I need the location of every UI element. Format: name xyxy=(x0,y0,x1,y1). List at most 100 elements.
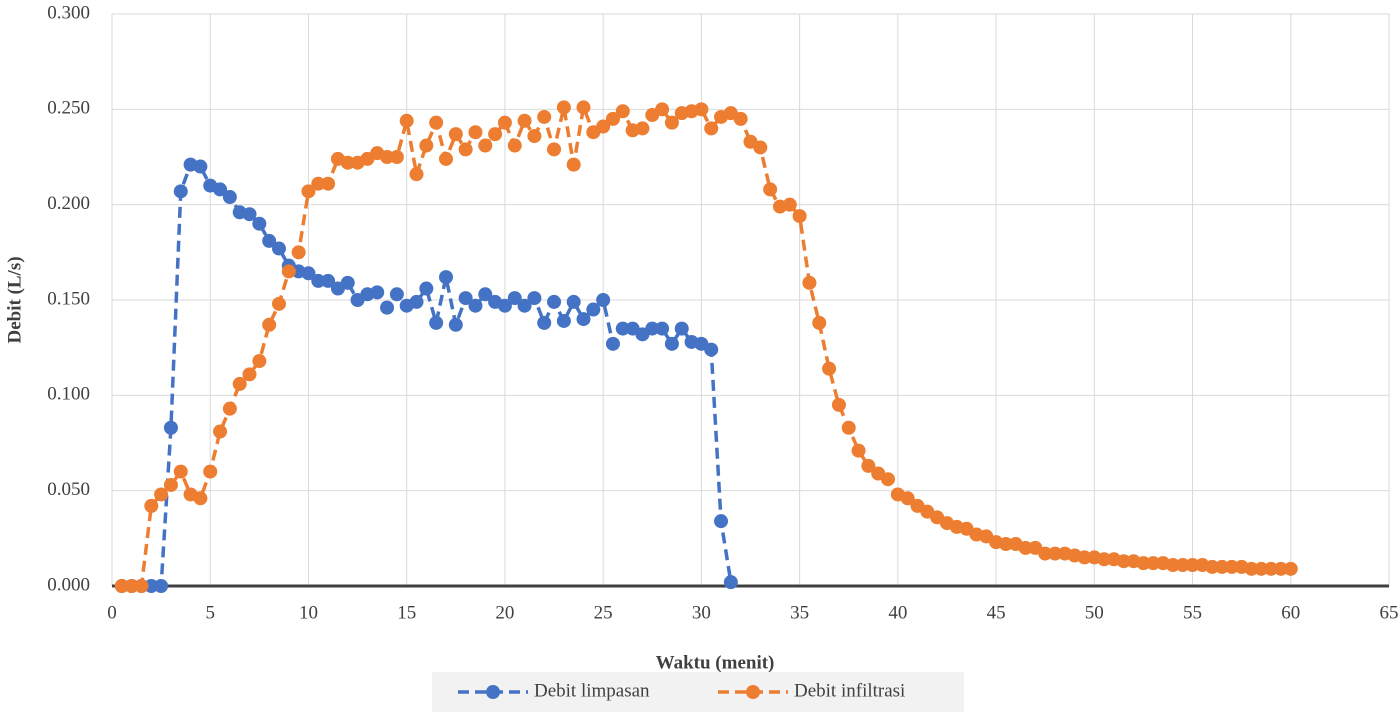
data-point xyxy=(311,273,326,288)
data-point xyxy=(281,264,296,279)
data-point xyxy=(497,115,512,130)
data-point xyxy=(321,273,336,288)
data-point xyxy=(615,321,630,336)
data-point xyxy=(458,291,473,306)
data-point xyxy=(252,216,267,231)
data-point xyxy=(527,129,542,144)
data-point xyxy=(517,113,532,128)
data-point xyxy=(1077,550,1092,565)
y-tick-label: 0.100 xyxy=(47,384,90,405)
data-point xyxy=(1048,546,1063,561)
data-point xyxy=(831,397,846,412)
data-point xyxy=(615,104,630,119)
data-point xyxy=(468,298,483,313)
x-tick-label: 60 xyxy=(1281,602,1300,623)
data-point xyxy=(252,354,267,369)
data-point xyxy=(566,294,581,309)
data-point xyxy=(1136,556,1151,571)
y-tick-label: 0.050 xyxy=(47,479,90,500)
data-point xyxy=(242,207,257,222)
data-point xyxy=(655,321,670,336)
data-point xyxy=(193,491,208,506)
x-tick-label: 30 xyxy=(692,602,711,623)
legend-label: Debit limpasan xyxy=(534,680,650,701)
data-point xyxy=(173,184,188,199)
data-point xyxy=(517,298,532,313)
data-point xyxy=(311,176,326,191)
data-point xyxy=(114,579,129,593)
data-point xyxy=(1205,559,1220,574)
y-tick-label: 0.200 xyxy=(47,193,90,214)
y-tick-label: 0.250 xyxy=(47,98,90,119)
data-point xyxy=(733,111,748,126)
data-point xyxy=(782,197,797,212)
legend-box xyxy=(432,672,964,712)
data-point xyxy=(812,315,827,330)
data-point xyxy=(124,579,139,593)
data-point xyxy=(222,190,237,205)
data-point xyxy=(409,294,424,309)
data-point xyxy=(478,287,493,302)
data-point xyxy=(1116,554,1131,569)
data-point xyxy=(1146,556,1161,571)
data-point xyxy=(448,317,463,332)
data-point xyxy=(1244,561,1259,576)
x-tick-label: 5 xyxy=(205,602,215,623)
data-point xyxy=(134,579,149,593)
data-point xyxy=(861,458,876,473)
data-point xyxy=(704,121,719,136)
x-tick-label: 65 xyxy=(1380,602,1399,623)
data-point xyxy=(1283,561,1298,576)
data-point xyxy=(576,312,591,327)
data-point xyxy=(370,285,385,300)
data-point xyxy=(1224,559,1239,574)
data-point xyxy=(1097,552,1112,567)
x-tick-label: 45 xyxy=(987,602,1006,623)
x-tick-label: 10 xyxy=(299,602,318,623)
data-point xyxy=(527,291,542,306)
data-point xyxy=(1254,561,1269,576)
data-point xyxy=(537,109,552,124)
data-point xyxy=(222,401,237,416)
x-tick-label: 40 xyxy=(888,602,907,623)
data-point xyxy=(547,142,562,157)
data-point xyxy=(566,157,581,172)
data-point xyxy=(193,159,208,174)
data-point xyxy=(596,293,611,307)
data-point xyxy=(340,155,355,170)
data-point xyxy=(389,150,404,164)
legend-marker xyxy=(486,685,500,699)
data-point xyxy=(841,420,856,435)
data-point xyxy=(645,321,660,336)
data-point xyxy=(714,514,729,529)
x-axis-title: Waktu (menit) xyxy=(656,652,775,673)
x-tick-label: 15 xyxy=(397,602,416,623)
data-point xyxy=(291,245,306,260)
data-point xyxy=(537,315,552,330)
data-point xyxy=(262,233,277,248)
data-point xyxy=(704,342,719,357)
x-tick-label: 55 xyxy=(1183,602,1202,623)
data-point xyxy=(429,115,444,130)
data-point xyxy=(380,300,395,315)
data-point xyxy=(792,209,807,224)
data-point xyxy=(340,275,355,290)
data-point xyxy=(301,266,316,281)
data-point xyxy=(232,376,247,391)
y-tick-label: 0.000 xyxy=(47,574,90,595)
data-point xyxy=(556,313,571,328)
data-point xyxy=(881,472,896,487)
x-tick-label: 50 xyxy=(1085,602,1104,623)
data-point xyxy=(468,125,483,140)
data-point xyxy=(399,113,414,128)
data-point xyxy=(635,121,650,136)
data-point xyxy=(1215,559,1230,574)
data-point xyxy=(389,287,404,302)
data-point xyxy=(1264,561,1279,576)
data-point xyxy=(664,115,679,130)
x-tick-label: 20 xyxy=(495,602,514,623)
data-point xyxy=(478,138,493,153)
data-point xyxy=(173,464,188,479)
